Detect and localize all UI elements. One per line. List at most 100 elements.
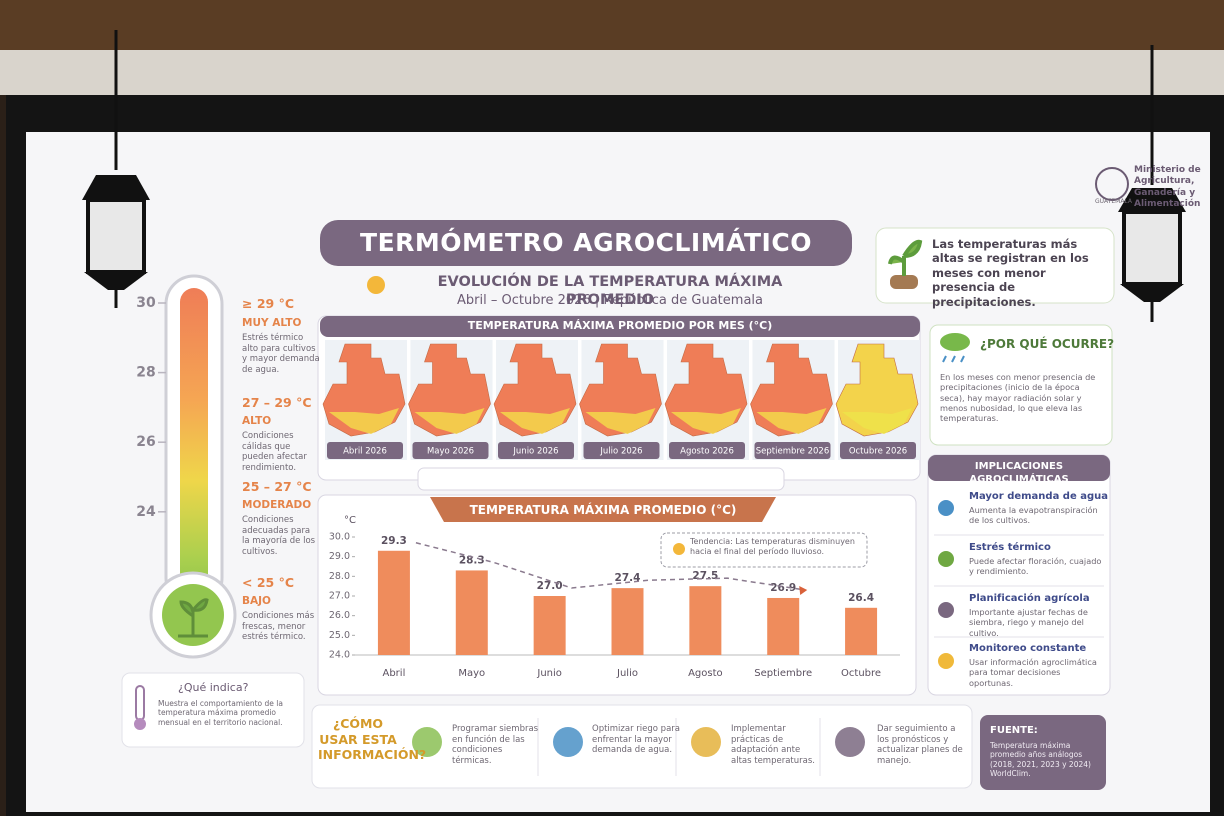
value-label: 27.0 <box>537 580 563 592</box>
usage-icon <box>691 727 721 757</box>
thermometer-fill <box>180 288 208 608</box>
y-tick-label: 25.0 <box>329 630 350 641</box>
source-title: FUENTE: <box>990 725 1038 736</box>
note-box <box>875 227 1115 304</box>
what-title: ¿Qué indica? <box>178 681 249 694</box>
implication-icon <box>938 551 954 567</box>
lamp <box>82 30 150 308</box>
map-label-bg <box>412 442 489 459</box>
map-label: Julio 2026 <box>599 447 642 457</box>
y-tick-label: 27.0 <box>329 591 350 602</box>
level-name: MUY ALTO <box>242 317 302 329</box>
level-range: 25 – 27 °C <box>242 479 312 494</box>
x-tick-label: Julio <box>616 668 638 679</box>
rain-cloud-icon <box>940 333 970 363</box>
what-box <box>121 672 305 748</box>
value-label: 26.9 <box>770 582 796 594</box>
map-label: Agosto 2026 <box>680 447 734 457</box>
usage-icon <box>553 727 583 757</box>
y-tick-label: 28.0 <box>329 571 350 582</box>
x-tick-label: Septiembre <box>754 668 812 679</box>
sun-icon <box>367 276 385 294</box>
value-label: 27.4 <box>615 572 641 584</box>
y-axis-label: °C <box>344 515 356 526</box>
usage-text: Dar seguimiento a los pronósticos y actu… <box>877 724 963 766</box>
thermometer-tick-label: 30 <box>136 295 156 311</box>
map-label: Septiembre 2026 <box>756 447 830 457</box>
map-label-bg <box>327 442 403 459</box>
map-lowland <box>585 408 656 434</box>
bar <box>767 597 800 655</box>
level-text: Condiciones cálidas que pueden afectar r… <box>242 431 307 473</box>
usage-text: Implementar prácticas de adaptación ante… <box>731 724 815 766</box>
trend-annotation: Tendencia: Las temperaturas disminuyen h… <box>690 537 855 556</box>
logo-seal <box>1095 167 1129 201</box>
implication-title: Monitoreo constante <box>969 643 1087 654</box>
period: Abril – Octubre 2026 | República de Guat… <box>457 293 763 308</box>
thermometer-tick-label: 26 <box>136 434 155 450</box>
level-name: ALTO <box>242 415 272 427</box>
level-range: < 25 °C <box>242 575 294 590</box>
y-tick-label: 24.0 <box>329 650 350 661</box>
level-name: MODERADO <box>242 499 312 511</box>
implication-title: Mayor demanda de agua <box>969 491 1109 502</box>
title-pill <box>320 220 852 266</box>
map-lowland <box>500 408 570 434</box>
what-text: Muestra el comportamiento de la temperat… <box>158 699 283 727</box>
usage-icon <box>835 727 865 757</box>
x-tick-label: Agosto <box>688 668 723 679</box>
usage-title: ¿CÓMO USAR ESTA INFORMACIÓN? <box>318 716 427 763</box>
level-name: BAJO <box>242 595 271 607</box>
maps-header <box>320 316 920 337</box>
ceiling <box>0 0 1224 50</box>
implication-icons <box>934 500 1104 669</box>
map-label-bg <box>669 442 745 459</box>
chart-title: TEMPERATURA MÁXIMA PROMEDIO (°C) <box>469 503 737 517</box>
bar <box>455 570 488 655</box>
implication-title: Estrés térmico <box>969 542 1051 553</box>
y-tick-label: 26.0 <box>329 610 350 621</box>
level-text: Condiciones adecuadas para la mayoría de… <box>242 515 316 557</box>
usage-icon <box>412 727 442 757</box>
implication-icon <box>938 500 954 516</box>
map-lowland <box>671 408 741 434</box>
implications-title: IMPLICACIONES AGROCLIMÁTICAS <box>969 461 1069 485</box>
implication-icon <box>938 602 954 618</box>
implication-text: Usar información agroclimática para toma… <box>969 657 1097 688</box>
plant-icon <box>888 239 923 289</box>
note: Las temperaturas más altas se registran … <box>932 237 1089 309</box>
implication-text: Importante ajustar fechas de siembra, ri… <box>969 607 1088 638</box>
thermometer-tick-label: 24 <box>136 504 156 520</box>
map-label-bg <box>498 442 574 459</box>
level-range: 27 – 29 °C <box>242 395 312 410</box>
usage-box <box>311 704 973 789</box>
map-lowland <box>842 408 912 434</box>
wall <box>0 50 1224 95</box>
value-label: 28.3 <box>459 554 485 566</box>
logo-text: Ministerio de Agricultura, Ganadería y A… <box>1134 165 1201 209</box>
x-tick-label: Octubre <box>841 668 881 679</box>
trend-box <box>660 532 868 568</box>
implication-icon <box>938 653 954 669</box>
sprout-icon <box>178 598 209 638</box>
subtitle: EVOLUCIÓN DE LA TEMPERATURA MÁXIMA PROME… <box>437 274 783 309</box>
map-label-bg <box>583 442 660 459</box>
usage-text: Programar siembras en función de las con… <box>452 724 539 766</box>
why-title: ¿POR QUÉ OCURRE? <box>980 337 1115 351</box>
bar <box>533 596 566 655</box>
chart-header <box>430 497 776 522</box>
map-label-bg <box>754 442 831 459</box>
bar-chart: °C 24.0 25.0 26.0 27.0 28.0 29.0 30.0 29.3 Abril 2… <box>329 515 900 679</box>
map-lowland <box>414 408 485 434</box>
title: TERMÓMETRO AGROCLIMÁTICO <box>360 228 812 257</box>
level-text: Condiciones más frescas, menor estrés té… <box>242 611 315 643</box>
x-tick-label: Abril <box>382 668 405 679</box>
map-label: Mayo 2026 <box>427 447 474 457</box>
why-box <box>929 324 1113 446</box>
trend-line <box>415 542 806 591</box>
x-tick-label: Mayo <box>458 668 485 679</box>
map-label: Junio 2026 <box>512 447 558 457</box>
x-tick-label: Junio <box>536 668 562 679</box>
